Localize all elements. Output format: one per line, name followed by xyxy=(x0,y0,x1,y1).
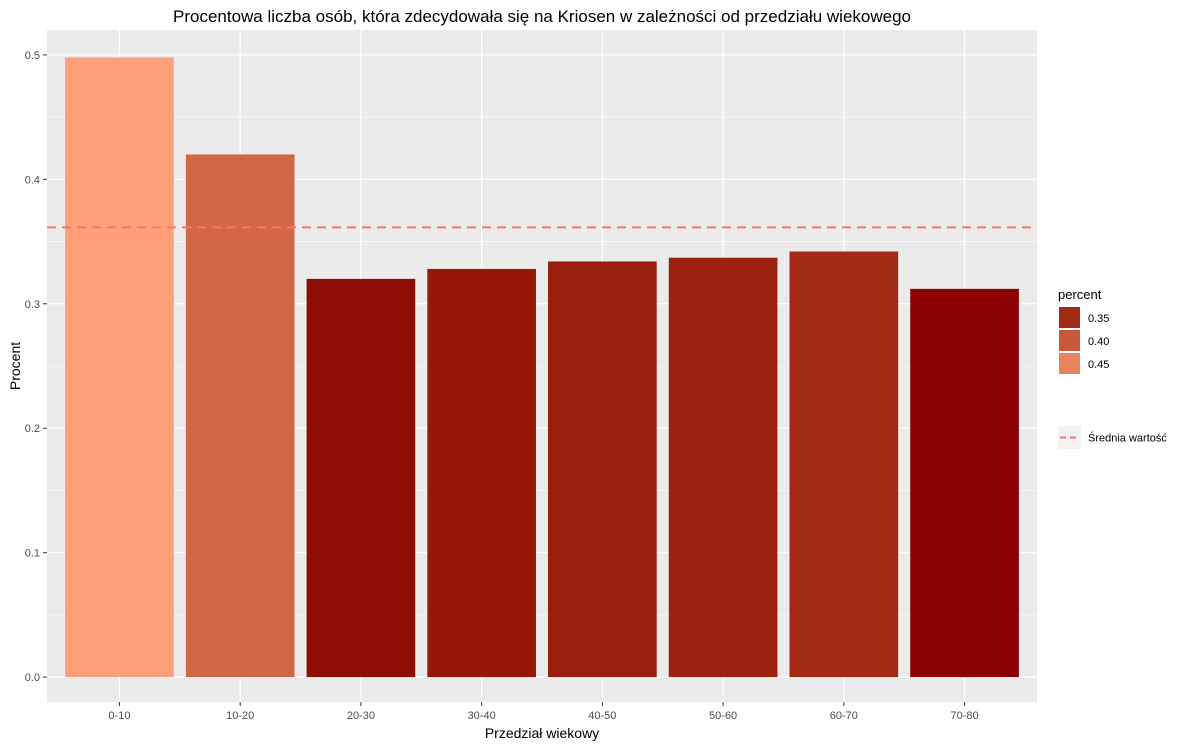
legend-mean-label: Średnia wartość xyxy=(1088,432,1167,445)
x-tick-label: 70-80 xyxy=(950,710,978,722)
y-axis-title: Procent xyxy=(7,342,23,390)
x-tick-label: 10-20 xyxy=(226,710,254,722)
legend-label: 0.45 xyxy=(1088,359,1109,371)
x-tick-label: 30-40 xyxy=(468,710,496,722)
y-tick-label: 0.5 xyxy=(25,50,40,62)
legend-key xyxy=(1059,353,1080,374)
x-axis-ticks: 0-10 10-20 20-30 30-40 40-50 50-60 60-70 70-80 xyxy=(108,702,979,722)
x-tick-label: 60-70 xyxy=(830,710,858,722)
x-tick-label: 20-30 xyxy=(347,710,375,722)
bar-10-20 xyxy=(185,154,295,678)
legend-key xyxy=(1059,330,1080,351)
chart-title: Procentowa liczba osób, która zdecydował… xyxy=(173,7,911,26)
legend-title: percent xyxy=(1058,287,1102,302)
y-tick-label: 0.3 xyxy=(25,299,40,311)
x-tick-label: 40-50 xyxy=(588,710,616,722)
bar-30-40 xyxy=(427,268,536,678)
bar-40-50 xyxy=(548,261,657,678)
x-axis-title: Przedział wiekowy xyxy=(485,725,599,741)
legend: percent 0.35 0.40 0.45 Średnia wartość xyxy=(1058,287,1167,449)
x-tick-label: 0-10 xyxy=(108,710,130,722)
legend-entries: 0.35 0.40 0.45 xyxy=(1058,306,1109,375)
x-tick-label: 50-60 xyxy=(709,710,737,722)
y-axis-ticks: 0.0 0.1 0.2 0.3 0.4 0.5 xyxy=(25,50,47,684)
bar-20-30 xyxy=(306,278,416,678)
legend-label: 0.35 xyxy=(1088,313,1109,325)
bar-60-70 xyxy=(789,251,899,678)
legend-mean-key-background xyxy=(1058,426,1081,449)
bar-70-80 xyxy=(910,288,1019,678)
bar-0-10 xyxy=(65,57,174,678)
legend-key xyxy=(1059,307,1080,328)
y-tick-label: 0.0 xyxy=(25,672,40,684)
bar-50-60 xyxy=(668,257,778,678)
y-tick-label: 0.4 xyxy=(25,174,40,186)
y-tick-label: 0.2 xyxy=(25,423,40,435)
bars xyxy=(65,57,1019,678)
legend-label: 0.40 xyxy=(1088,336,1109,348)
y-tick-label: 0.1 xyxy=(25,548,40,560)
